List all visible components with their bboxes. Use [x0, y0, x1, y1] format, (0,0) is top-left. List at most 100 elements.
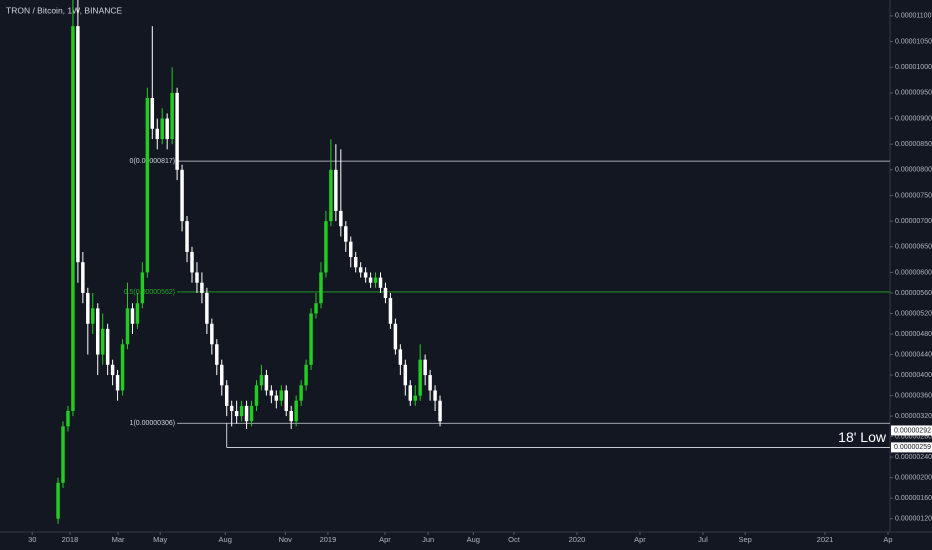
candle-body: [165, 118, 169, 140]
candle-body: [215, 344, 219, 365]
x-tick-label: Sep: [738, 535, 751, 544]
x-tick-label: 2019: [320, 535, 337, 544]
x-tick-label: Ap: [883, 535, 892, 544]
candle-body: [314, 303, 318, 314]
candle-body: [289, 410, 293, 422]
candle-body: [388, 298, 393, 324]
x-tick-label: Nov: [279, 535, 293, 544]
candle-body: [175, 92, 179, 170]
low-annotation: 18' Low: [838, 429, 887, 445]
candle-body: [155, 128, 159, 140]
fib-level-label: 1(0.00000306): [130, 420, 176, 427]
candle-body: [274, 395, 279, 401]
y-tick-label: 0.00000700: [895, 218, 932, 225]
candle-body: [71, 26, 75, 411]
y-tick-label: 0.00001050: [895, 38, 932, 45]
candle-body: [344, 226, 348, 242]
y-tick-label: 0.00000750: [895, 192, 932, 199]
candle-body: [130, 308, 135, 324]
candle-body: [269, 390, 274, 396]
candle-body: [95, 308, 100, 355]
candle-body: [413, 395, 417, 401]
candle-body: [110, 364, 115, 376]
y-tick-label: 0.00000850: [895, 141, 932, 148]
candle-body: [200, 282, 204, 293]
x-tick-label: 30: [28, 535, 36, 544]
candle-body: [438, 400, 442, 422]
x-tick-label: Apr: [379, 535, 391, 544]
candle-body: [319, 272, 323, 304]
candle-body: [428, 375, 432, 391]
candle-body: [185, 221, 189, 252]
candle-body: [56, 482, 60, 519]
y-tick-label: 0.00000800: [895, 167, 932, 174]
candle-body: [324, 221, 328, 273]
candle-body: [115, 375, 120, 391]
candle-body: [239, 405, 244, 417]
candle-body: [408, 385, 413, 401]
price-label-box: [891, 425, 932, 436]
candle-body: [373, 277, 378, 283]
candle-body: [160, 118, 164, 140]
candle-body: [105, 328, 110, 365]
price-label: 0.00000259: [894, 444, 931, 451]
y-tick-label: 0.00001000: [895, 64, 932, 71]
y-tick-label: 0.00000440: [895, 351, 932, 358]
candle-body: [180, 169, 184, 222]
chart-title: TRON / Bitcoin, 1W, BINANCE: [6, 5, 123, 15]
candle-body: [383, 287, 388, 299]
x-tick-label: Oct: [508, 535, 521, 544]
y-tick-label: 0.00000200: [895, 475, 932, 482]
candle-body: [403, 364, 408, 386]
candle-body: [66, 410, 70, 427]
x-tick-label: 2020: [569, 535, 586, 544]
candle-body: [100, 328, 105, 355]
candle-body: [358, 267, 363, 273]
y-tick-label: 0.00000120: [895, 516, 932, 523]
candle-body: [329, 169, 333, 222]
candle-body: [229, 405, 234, 411]
candle-body: [190, 251, 194, 273]
candle-body: [220, 364, 224, 386]
candle-body: [210, 323, 214, 345]
x-tick-label: 2021: [817, 535, 834, 544]
candle-body: [378, 277, 383, 288]
candle-body: [145, 97, 150, 273]
x-tick-label: Aug: [219, 535, 232, 544]
candle-body: [120, 344, 125, 391]
y-tick-label: 0.00000280: [895, 433, 932, 440]
candle-body: [294, 400, 298, 422]
candle-body: [353, 257, 358, 268]
candle-body: [140, 272, 145, 304]
candle-body: [150, 97, 155, 129]
candle-body: [224, 385, 229, 406]
candle-body: [398, 349, 403, 365]
candle-body: [86, 292, 90, 324]
y-tick-label: 0.00000360: [895, 392, 932, 399]
candle-body: [254, 385, 259, 406]
y-tick-label: 0.00000400: [895, 372, 932, 379]
candle-body: [76, 26, 80, 263]
candle-body: [284, 390, 288, 411]
y-tick-label: 0.00000650: [895, 244, 932, 251]
candle-body: [264, 375, 269, 391]
y-tick-label: 0.00000600: [895, 269, 932, 276]
candle-body: [339, 210, 343, 227]
candle-body: [279, 390, 284, 401]
y-tick-label: 0.00000560: [895, 290, 932, 297]
y-tick-label: 0.00001100: [895, 13, 932, 20]
x-tick-label: Apr: [634, 535, 646, 544]
x-tick-label: 2018: [62, 535, 79, 544]
candle-body: [334, 169, 338, 211]
candle-body: [61, 426, 65, 483]
price-label: 0.00000292: [894, 427, 931, 434]
candle-body: [244, 405, 249, 422]
candle-body: [125, 308, 130, 345]
candle-body: [418, 359, 422, 396]
candle-body: [433, 390, 437, 401]
candle-body: [195, 272, 199, 283]
candle-body: [304, 364, 308, 386]
candle-body: [249, 405, 254, 422]
